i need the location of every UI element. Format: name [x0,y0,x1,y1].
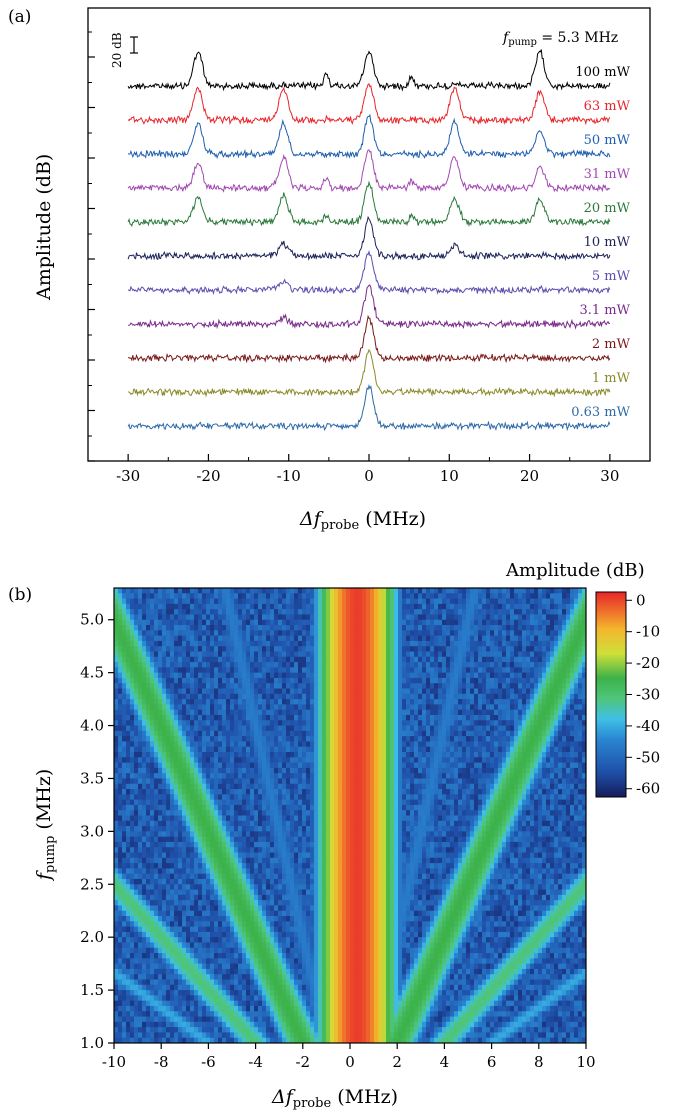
pump-label-sub: pump [508,37,537,48]
trace-5-mw [127,249,611,296]
colorbar-tick-label: -50 [636,748,660,766]
power-label: 100 mW [575,65,630,80]
scale-bar-label: 20 dB [110,32,124,68]
power-label: 63 mW [584,99,631,114]
pump-label-f: f [502,30,511,46]
x-tick-label: 4 [440,1053,450,1071]
x-tick-label: 2 [392,1053,402,1071]
trace-2-mw [127,314,611,364]
colorbar-tick-label: -40 [636,717,660,735]
x-tick-label: -30 [116,467,140,485]
panel-b-y-ticks: 1.0 1.5 2.0 2.5 3.0 3.5 4.0 4.5 5.0 [80,611,114,1052]
power-label: 1 mW [592,371,631,386]
trace-31-mw [127,149,611,193]
colorbar-tick-label: 0 [636,591,646,609]
panel-b-ylabel-sub: pump [43,836,58,873]
y-tick-label: 2.0 [80,928,104,946]
x-tick-label: 20 [520,467,539,485]
x-tick-label: 10 [440,467,459,485]
y-tick-label: 2.5 [80,875,104,893]
colorbar-tick-label: -30 [636,686,660,704]
x-tick-label: 0 [345,1053,355,1071]
x-tick-label: -10 [277,467,301,485]
x-tick-label: -4 [248,1053,263,1071]
panel-b-xlabel-suffix: (MHz) [331,1086,398,1108]
y-tick-label: 5.0 [80,611,104,629]
colorbar [595,591,627,798]
panel-b-heatmap [114,588,586,1043]
x-tick-label: 10 [576,1053,595,1071]
panel-a-xlabel-sub: probe [321,518,360,533]
power-label: 5 mW [592,269,631,284]
panel-a-letter: (a) [8,7,31,27]
y-tick-label: 1.5 [80,981,104,999]
trace-0-63-mw [127,383,611,432]
x-tick-label: 30 [600,467,619,485]
x-tick-label: -8 [154,1053,169,1071]
power-label: 31 mW [584,167,631,182]
trace-50-mw [127,113,611,160]
panel-a-xlabel: Δfprobe (MHz) [299,508,426,533]
power-label: 0.63 mW [571,405,630,420]
trace-1-mw [127,348,611,398]
colorbar-tick-label: -10 [636,623,660,641]
panel-b-ylabel: fpump (MHz) [33,769,58,882]
panel-b-letter: (b) [8,585,32,605]
x-tick-label: -2 [295,1053,310,1071]
power-label: 20 mW [584,201,631,216]
panel-a-ylabel: Amplitude (dB) [33,154,55,301]
trace-20-mw [127,180,611,228]
panel-a: (a) 100 mW 63 mW 50 mW 31 mW 20 mW 10 mW 5 mW 3… [8,7,651,533]
x-tick-label: -6 [201,1053,216,1071]
panel-b-xlabel: Δfprobe (MHz) [271,1086,398,1111]
panel-b-ylabel-suffix: (MHz) [33,769,55,836]
power-label: 50 mW [584,133,631,148]
power-label: 10 mW [584,235,631,250]
panel-a-y-ticks [88,31,95,462]
scale-bar: 20 dB [110,32,138,68]
colorbar-tick-label: -20 [636,654,660,672]
power-label: 3.1 mW [580,303,631,318]
pump-label-value: = 5.3 MHz [537,30,618,46]
x-tick-label: -10 [102,1053,126,1071]
y-tick-label: 4.5 [80,664,104,682]
panel-b-xlabel-prefix: Δf [271,1086,296,1108]
colorbar-ticks: 0 -10 -20 -30 -40 -50 -60 [626,591,660,798]
y-tick-label: 4.0 [80,717,104,735]
x-tick-label: 6 [487,1053,497,1071]
x-tick-label: -20 [196,467,220,485]
panel-b: (b) -10 -8 -6 -4 -2 0 2 4 6 8 10 1.01.52.02.53.03.… [8,560,660,1111]
x-tick-label: 0 [364,467,374,485]
y-tick-label: 1.0 [80,1034,104,1052]
trace-10-mw [127,215,611,262]
power-label: 2 mW [592,337,631,352]
pump-label: fpump = 5.3 MHz [502,30,618,48]
trace-100-mw [127,49,611,92]
colorbar-title: Amplitude (dB) [505,560,645,581]
panel-a-xlabel-prefix: Δf [299,508,324,530]
panel-b-x-ticks: -10 -8 -6 -4 -2 0 2 4 6 8 10 [102,1043,596,1071]
x-tick-label: 8 [534,1053,544,1071]
panel-b-ylabel-prefix: f [33,870,55,882]
y-tick-label: 3.5 [80,769,104,787]
panel-a-traces: 100 mW 63 mW 50 mW 31 mW 20 mW 10 mW 5 mW 3.1 m… [127,49,631,432]
y-tick-label: 3.0 [80,822,104,840]
trace-63-mw [127,83,611,126]
colorbar-tick-label: -60 [636,780,660,798]
panel-a-xlabel-suffix: (MHz) [359,508,426,530]
trace-3-1-mw [128,284,611,330]
panel-a-x-ticks: -30 -20 -10 0 10 20 30 [116,454,619,485]
panel-b-xlabel-sub: probe [293,1096,332,1111]
